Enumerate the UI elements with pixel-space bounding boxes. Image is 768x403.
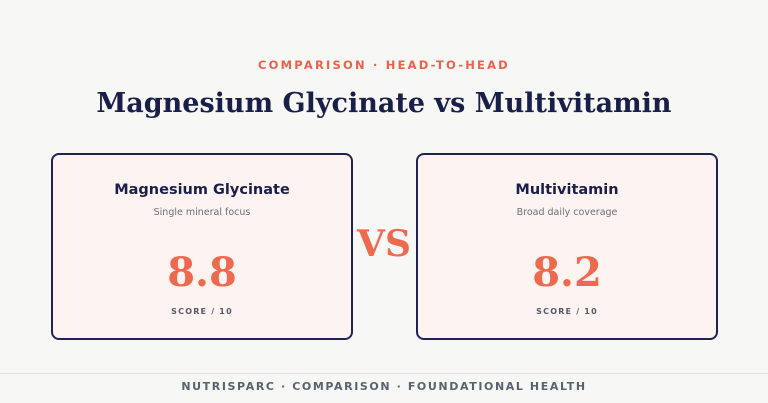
card-name: Multivitamin: [515, 182, 619, 198]
card: Magnesium Glycinate Single mineral focus…: [51, 153, 353, 340]
card-name: Magnesium Glycinate: [114, 182, 290, 198]
card-score: 8.8: [167, 249, 237, 296]
footer-rule: [0, 373, 768, 374]
versus: VS: [357, 223, 411, 265]
card-score: 8.2: [532, 249, 602, 296]
page-title: Magnesium Glycinate vs Multivitamin: [96, 88, 672, 119]
eyebrow: COMPARISON · HEAD-TO-HEAD: [258, 58, 510, 72]
card: Multivitamin Broad daily coverage 8.2 SC…: [416, 153, 718, 340]
score-label: SCORE / 10: [171, 307, 233, 316]
card-subtitle: Broad daily coverage: [516, 207, 618, 218]
footer: NUTRISPARC · COMPARISON · FOUNDATIONAL H…: [181, 380, 587, 393]
card-subtitle: Single mineral focus: [153, 207, 251, 218]
score-label: SCORE / 10: [536, 307, 598, 316]
